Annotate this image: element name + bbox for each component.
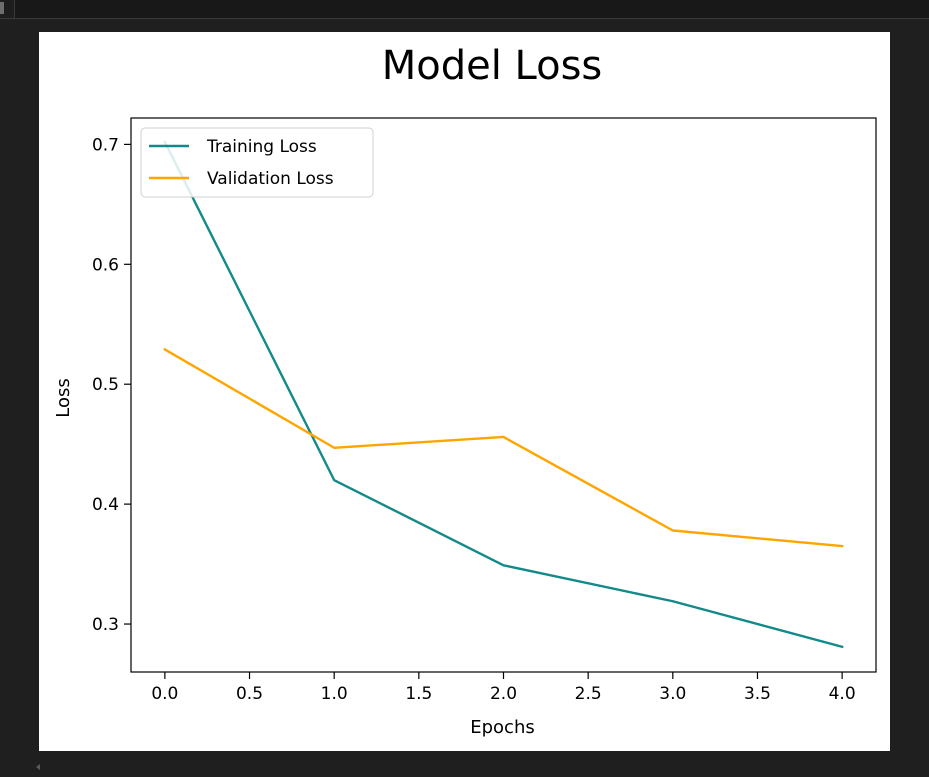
loss-chart: Model Loss 0.0 0.5 1.0 1.5 2.0 2.5 3.0 3.5 4.00.… — [53, 43, 877, 738]
legend-box — [140, 127, 374, 198]
y-axis-label: Loss — [53, 378, 74, 417]
legend-label-1: Validation Loss — [207, 169, 334, 189]
x-tick-label-2: 1.0 — [321, 684, 348, 704]
chart-figure: Model Loss 0.0 0.5 1.0 1.5 2.0 2.5 3.0 3.5 4.0 0.… — [39, 32, 890, 751]
scroll-left-arrow-icon[interactable] — [36, 764, 40, 770]
x-tick-label-8: 4.0 — [829, 684, 856, 704]
x-tick-label-0: 0.0 — [151, 684, 178, 704]
x-tick-label-3: 1.5 — [405, 684, 432, 704]
chart-title: Model Loss — [382, 43, 603, 89]
plot-area: 0.0 0.5 1.0 1.5 2.0 2.5 3.0 3.5 4.0 0.3 0.4 0.5 0.6 0… — [92, 117, 877, 704]
series-line-0 — [163, 140, 844, 649]
output-header — [14, 0, 929, 18]
legend-label-0: Training Loss — [206, 137, 317, 157]
y-tick-label-2: 0.5 — [92, 375, 119, 395]
x-tick-label-4: 2.0 — [490, 684, 517, 704]
panel-handle[interactable] — [0, 2, 4, 14]
series-line-1 — [163, 347, 844, 548]
x-axis-label: Epochs — [470, 717, 535, 738]
y-tick-label-0: 0.3 — [92, 615, 119, 635]
editor-top-bar — [0, 0, 929, 19]
x-tick-label-7: 3.5 — [744, 684, 771, 704]
y-tick-label-1: 0.4 — [92, 495, 119, 515]
x-tick-label-1: 0.5 — [236, 684, 263, 704]
y-tick-label-3: 0.6 — [92, 255, 119, 275]
x-tick-label-6: 3.0 — [659, 684, 686, 704]
x-tick-label-5: 2.5 — [575, 684, 602, 704]
y-tick-label-4: 0.7 — [92, 135, 119, 155]
